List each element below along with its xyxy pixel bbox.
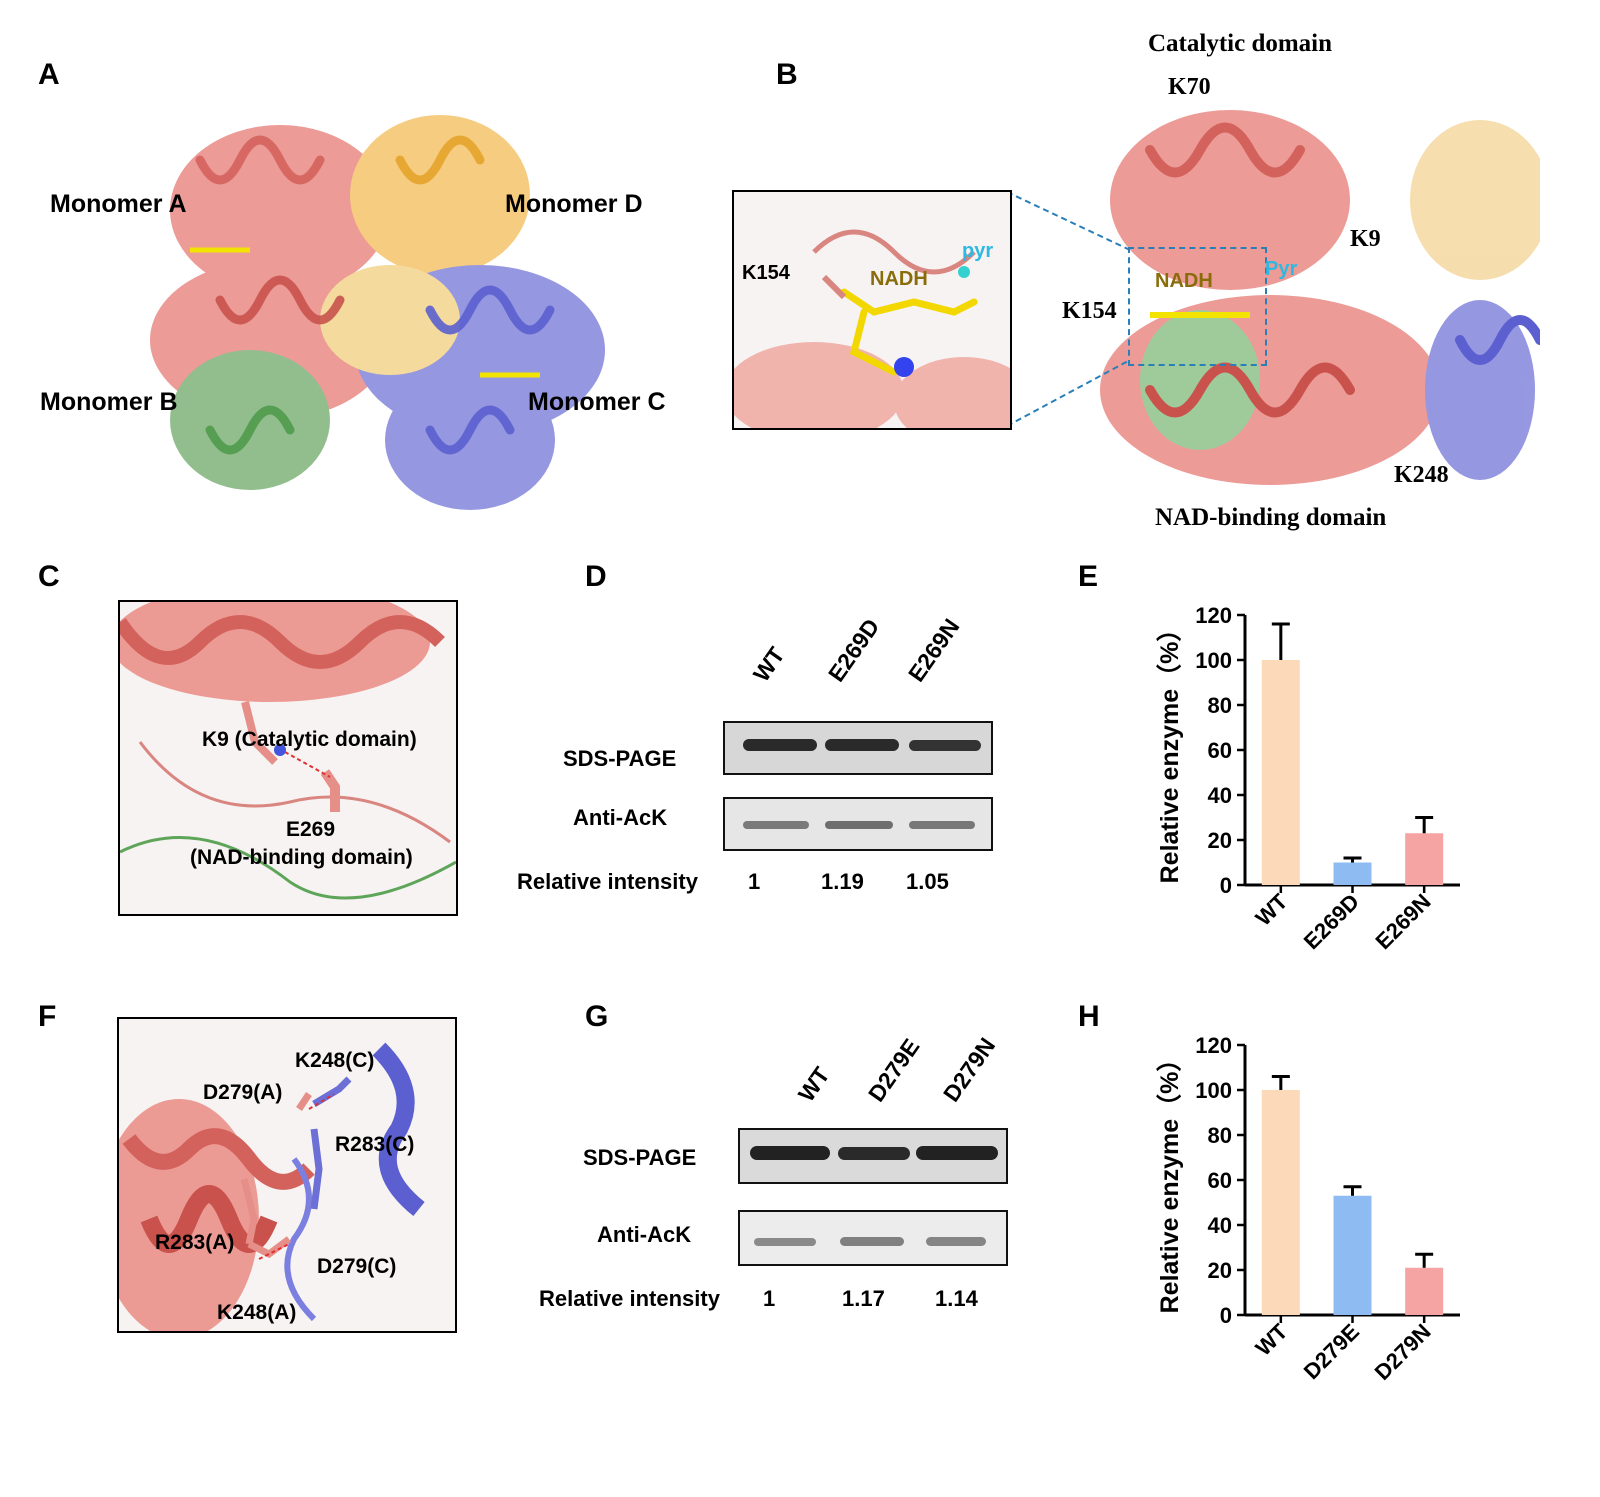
chart-e-y-axis-label: Relative enzyme（%） [1155,617,1184,884]
chart-e-y-tick-label: 100 [1195,648,1232,673]
chart-h-y-tick-label: 20 [1208,1258,1232,1283]
e269-label: E269 [286,818,336,841]
catalytic-domain-label: Catalytic domain [1148,30,1333,57]
relative-intensity-label: Relative intensity [517,869,698,894]
d279c-label: D279(C) [317,1255,397,1278]
nad-binding-domain-label: NAD-binding domain [1155,504,1387,531]
intensity-wt: 1 [748,869,761,894]
chart-h-y-tick-label: 60 [1208,1168,1232,1193]
anti-ack-blot [723,797,993,851]
panel-label-e: E [1078,560,1099,593]
sds-page-label: SDS-PAGE [563,746,677,771]
chart-h-bar [1405,1267,1444,1315]
inset-k154-label: K154 [742,262,790,284]
nad-domain-label: (NAD-binding domain) [190,846,413,869]
chart-h-y-tick-label: 40 [1208,1213,1232,1238]
intensity-e269n: 1.05 [906,869,949,894]
zoom-connector-lines [1006,191,1131,427]
intensity-wt-g: 1 [763,1286,776,1311]
protein-tetramer-structure [150,115,605,510]
chart-e-x-tick-label: E269N [1370,889,1435,954]
pyr-label: Pyr [1265,258,1298,280]
sds-page-blot [723,721,993,775]
chart-e-y-tick-label: 40 [1208,783,1232,808]
lane-label-d279n: D279N [937,1032,1001,1107]
lane-label-wt-g: WT [792,1062,835,1107]
chart-h-x-tick-label: D279N [1370,1319,1436,1385]
chart-h-y-tick-label: 100 [1195,1078,1232,1103]
intensity-e269d: 1.19 [821,869,864,894]
anti-ack-blot-g [738,1210,1008,1266]
monomer-structure [1100,110,1540,485]
panel-label-b: B [776,58,798,91]
r283a-label: R283(A) [155,1231,235,1254]
panel-label-a: A [38,58,60,91]
lane-label-e269d: E269D [822,613,885,687]
k248c-label: K248(C) [295,1049,375,1072]
panel-label-f: F [38,1000,57,1033]
k9-label: K9 [1350,226,1381,252]
chart-e-y-tick-label: 20 [1208,828,1232,853]
k248-label: K248 [1394,462,1449,488]
chart-e-y-tick-label: 0 [1220,873,1232,898]
chart-e-y-tick-label: 60 [1208,738,1232,763]
chart-h-x-tick-label: WT [1251,1318,1293,1360]
chart-h-y-tick-label: 80 [1208,1123,1232,1148]
chart-e: 0 20 40 60 80 100 120 Relative enzyme（%） WT E269D… [1155,603,1460,954]
k248a-label: K248(A) [217,1301,297,1324]
active-site-inset: K154 NADH pyr [732,190,1012,430]
k9-e269-interaction-view: K9 (Catalytic domain) E269 (NAD-binding … [118,600,458,916]
lane-label-d279e: D279E [862,1033,925,1107]
d279a-label: D279(A) [203,1081,283,1104]
sds-page-label-g: SDS-PAGE [583,1145,697,1170]
lane-label-wt: WT [747,642,790,687]
panel-label-g: G [585,1000,609,1033]
monomer-c-label: Monomer C [528,388,666,416]
chart-h-bar [1261,1090,1300,1315]
anti-ack-label: Anti-AcK [573,805,668,830]
r283c-label: R283(C) [335,1133,415,1156]
chart-e-x-tick-label: E269D [1299,889,1364,954]
chart-h-y-tick-label: 0 [1220,1303,1232,1328]
chart-e-x-tick-label: WT [1251,888,1293,930]
relative-intensity-label-g: Relative intensity [539,1286,720,1311]
nadh-label: NADH [1155,270,1213,292]
sds-page-blot-g [738,1128,1008,1184]
chart-e-bar [1261,660,1300,885]
k154-label: K154 [1062,298,1117,324]
monomer-b-label: Monomer B [40,388,178,416]
salt-bridge-interaction-view: K248(C) D279(A) R283(C) R283(A) D279(C) … [117,1017,457,1333]
chart-h-x-tick-label: D279E [1299,1319,1364,1384]
zoom-box [1128,247,1267,366]
k9-catalytic-label: K9 (Catalytic domain) [202,728,417,751]
intensity-d279n: 1.14 [935,1286,978,1311]
k70-label: K70 [1168,74,1211,100]
panel-label-c: C [38,560,60,593]
anti-ack-label-g: Anti-AcK [597,1222,692,1247]
chart-e-y-tick-label: 80 [1208,693,1232,718]
panel-label-h: H [1078,1000,1100,1033]
chart-h-y-axis-label: Relative enzyme（%） [1155,1047,1184,1314]
chart-h-y-tick-label: 120 [1195,1033,1232,1058]
chart-h: 0 20 40 60 80 100 120 Relative enzyme（%） WT D279E… [1155,1033,1460,1385]
inset-pyr-label: pyr [962,240,994,262]
inset-nadh-label: NADH [870,268,928,290]
panel-label-d: D [585,560,607,593]
monomer-a-label: Monomer A [50,190,187,218]
chart-h-bar [1333,1195,1372,1315]
chart-e-bar [1333,862,1372,885]
chart-e-bar [1405,833,1444,885]
monomer-d-label: Monomer D [505,190,643,218]
chart-e-y-tick-label: 120 [1195,603,1232,628]
lane-label-e269n: E269N [902,613,965,687]
intensity-d279e: 1.17 [842,1286,885,1311]
